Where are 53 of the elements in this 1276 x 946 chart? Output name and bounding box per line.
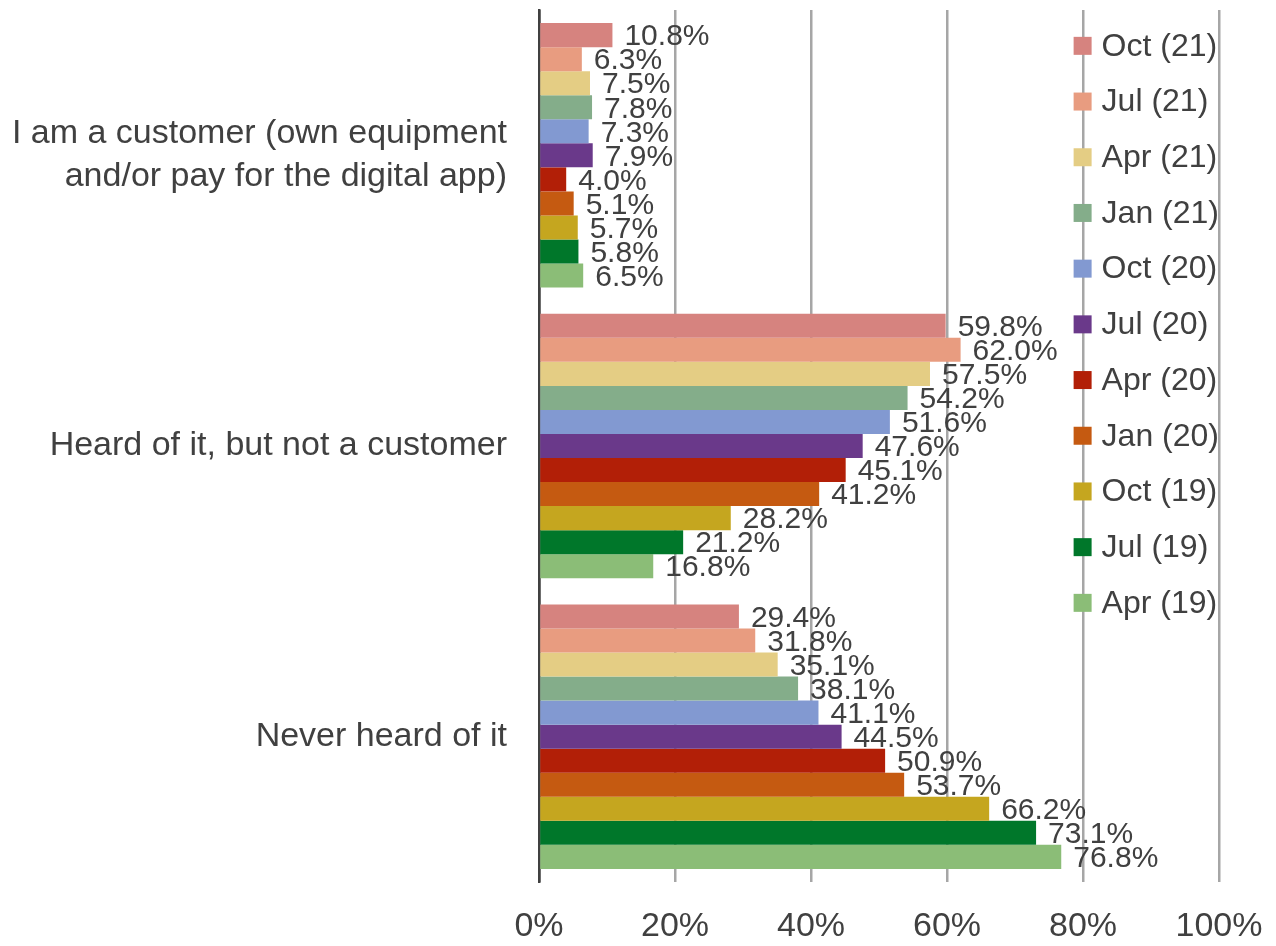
bar: [540, 482, 820, 507]
bar: [540, 652, 778, 677]
bar: [540, 748, 886, 773]
bar: [540, 700, 819, 725]
bar: [540, 337, 961, 362]
bar: [540, 604, 739, 629]
x-tick-label: 40%: [776, 904, 846, 943]
bar: [540, 361, 930, 386]
bar: [540, 458, 846, 483]
bar: [540, 676, 799, 701]
bar: [540, 409, 890, 434]
legend-label: Jul (21): [1101, 82, 1209, 119]
legend-label: Oct (20): [1101, 249, 1218, 286]
bar: [540, 554, 654, 579]
x-tick-label: 100%: [1175, 904, 1263, 943]
bar: [540, 313, 946, 338]
x-tick-label: 80%: [1048, 904, 1118, 943]
bar: [540, 191, 574, 216]
y-tick-label: Never heard of it: [255, 715, 508, 754]
bar: [540, 530, 684, 555]
y-tick-label: Heard of it, but not a customer: [49, 424, 507, 463]
x-tick-label: 20%: [640, 904, 710, 943]
bar: [540, 385, 908, 410]
legend-label: Apr (21): [1101, 138, 1218, 175]
x-tick-label: 0%: [514, 904, 564, 943]
bar: [540, 628, 756, 653]
legend-label: Jan (20): [1101, 416, 1219, 453]
bar: [540, 47, 582, 72]
legend-label: Oct (21): [1101, 26, 1218, 63]
bar: [540, 95, 593, 120]
bar: [540, 844, 1062, 869]
bar: [540, 71, 590, 96]
bar: [540, 796, 990, 821]
bar: [540, 215, 578, 240]
bar: [540, 263, 584, 288]
legend-label: Apr (19): [1101, 583, 1218, 620]
bar: [540, 820, 1037, 845]
bar: [540, 772, 905, 797]
legend-label: Jan (21): [1101, 193, 1219, 230]
bar: [540, 143, 593, 168]
bar: [540, 167, 567, 192]
legend-label: Jul (19): [1101, 527, 1209, 564]
bar: [540, 23, 613, 48]
bar: [540, 506, 731, 531]
bar: [540, 119, 589, 144]
x-tick-label: 60%: [912, 904, 982, 943]
legend-label: Apr (20): [1101, 360, 1218, 397]
legend-label: Jul (20): [1101, 305, 1209, 342]
bar: [540, 433, 863, 459]
legend-label: Oct (19): [1101, 472, 1218, 509]
bar: [540, 724, 842, 749]
y-tick-label: I am a customer (own equipment and/or pay for the digital app): [11, 112, 508, 193]
bar: [540, 239, 579, 264]
